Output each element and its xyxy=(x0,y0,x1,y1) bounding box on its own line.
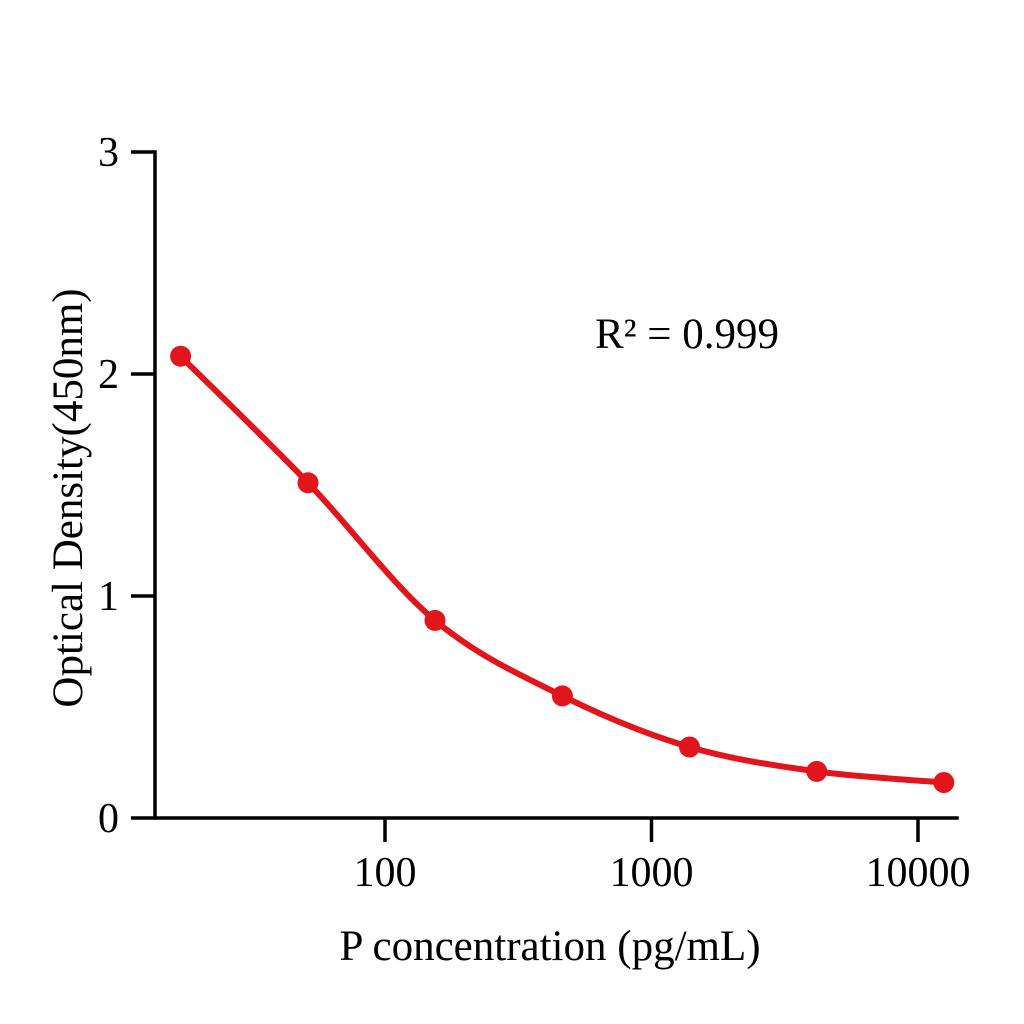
x-tick-label: 1000 xyxy=(610,850,694,896)
data-point-marker xyxy=(424,609,446,631)
data-point-marker xyxy=(170,345,192,367)
standard-curve-line xyxy=(177,353,947,786)
y-tick-label: 1 xyxy=(98,574,119,620)
data-point-marker xyxy=(933,772,955,793)
data-point-marker xyxy=(806,760,828,782)
y-axis-title: Optical Density(450nm) xyxy=(45,288,92,707)
axis-spines xyxy=(153,150,959,820)
y-tick-label: 3 xyxy=(98,130,119,176)
y-tick-label: 2 xyxy=(98,352,119,398)
series-layer xyxy=(170,345,955,793)
data-point-marker xyxy=(679,736,700,758)
data-point-marker xyxy=(297,472,319,494)
x-tick-label: 100 xyxy=(354,850,417,896)
data-point-marker xyxy=(551,685,573,707)
axes-layer: 0 1 2 3 100 1000 10000 xyxy=(98,130,971,896)
x-tick-label: 10000 xyxy=(866,850,971,896)
r-squared-annotation: R² = 0.999 xyxy=(595,311,779,358)
y-tick-label: 0 xyxy=(98,796,119,842)
x-axis-title: P concentration (pg/mL) xyxy=(339,923,760,970)
